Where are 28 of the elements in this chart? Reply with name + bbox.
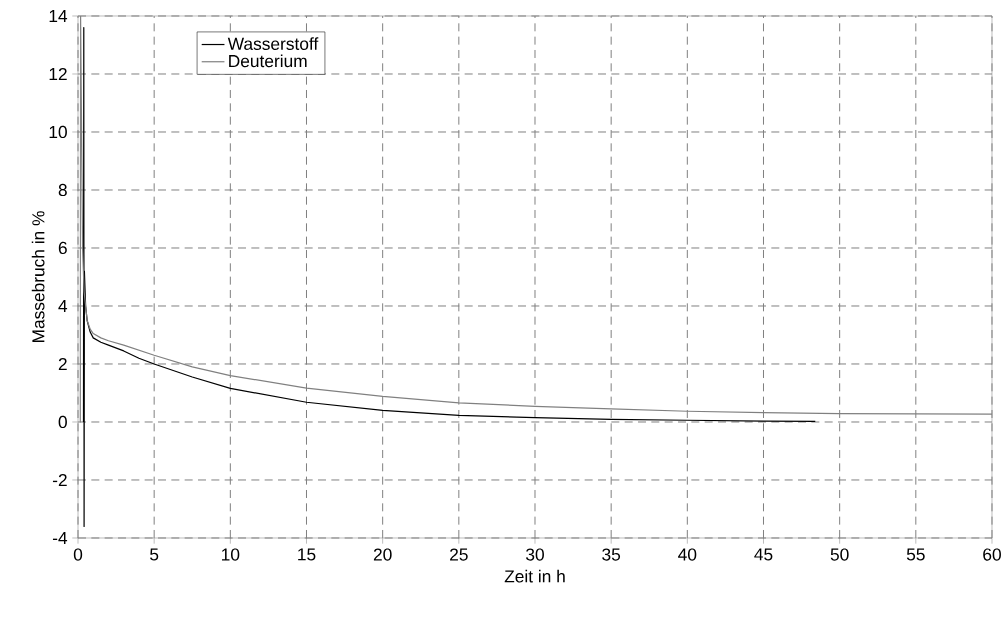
x-tick-label: 35 (602, 548, 621, 561)
x-tick-label: 40 (678, 548, 697, 561)
y-tick-label: -2 (52, 473, 67, 487)
line-series (82, 26, 816, 527)
legend-label: Deuterium (229, 54, 307, 68)
x-tick-label: 25 (450, 548, 468, 561)
x-tick-label: 45 (754, 548, 773, 561)
y-tick-label: 6 (58, 241, 67, 255)
x-tick-label: 55 (906, 548, 925, 561)
x-tick-label: 50 (830, 548, 849, 561)
x-tick-label: 20 (373, 548, 392, 561)
x-tick-label: 60 (983, 548, 1001, 561)
y-tick-label: 14 (49, 10, 68, 22)
y-tick-label: 12 (49, 67, 67, 81)
y-tick-label: 8 (58, 183, 67, 197)
x-tick-label: 15 (298, 548, 316, 561)
y-tick-label: 0 (58, 415, 67, 429)
y-tick-label: 10 (49, 125, 67, 139)
legend-label: Wasserstoff (227, 37, 319, 50)
y-tick-label: 2 (58, 357, 67, 371)
x-tick-label: 0 (73, 548, 83, 561)
y-tick-label: 4 (58, 300, 68, 312)
x-tick-label: 10 (222, 548, 240, 561)
y-tick-label: -4 (52, 532, 68, 544)
y-axis-title: Massebruch in % (31, 211, 45, 343)
x-tick-label: 30 (526, 548, 544, 561)
x-tick-label: 5 (150, 548, 159, 561)
x-axis-title: Zeit in h (504, 569, 565, 583)
